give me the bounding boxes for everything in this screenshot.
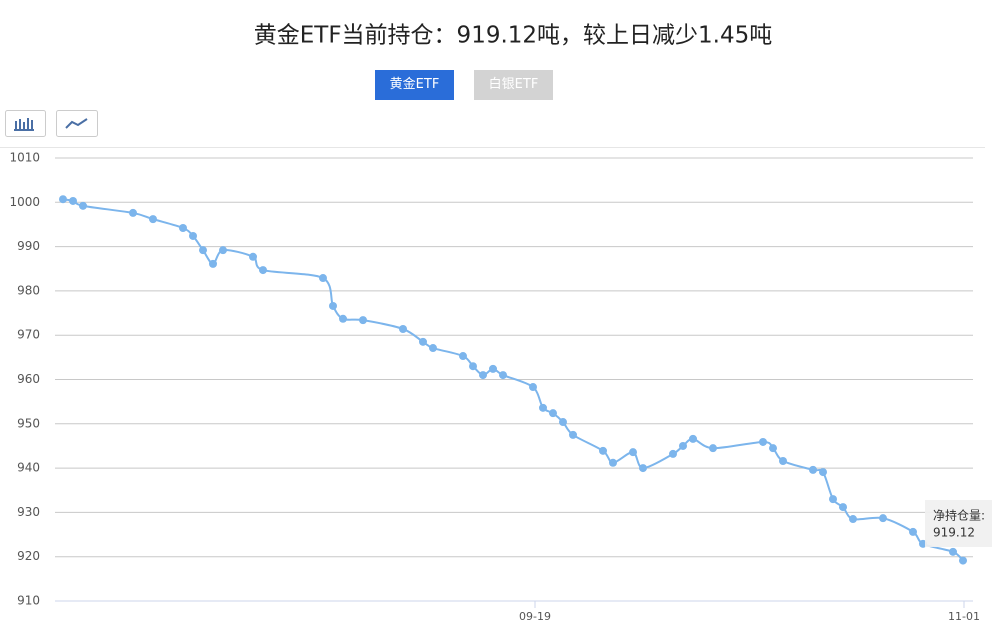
point (209, 259, 217, 268)
tooltip-value: 919.12 (933, 526, 975, 540)
point (539, 403, 547, 412)
y-tick-label: 940 (17, 461, 40, 475)
tab-silver[interactable]: 白银ETF (474, 70, 553, 100)
point (479, 371, 487, 380)
point (609, 458, 617, 467)
point (189, 231, 197, 240)
y-tick-label: 990 (17, 239, 40, 253)
point (689, 434, 697, 443)
bar-icon-button[interactable] (5, 110, 46, 137)
point (819, 468, 827, 477)
point (69, 196, 77, 205)
point (709, 444, 717, 453)
point (129, 208, 137, 217)
point (879, 514, 887, 523)
point (629, 448, 637, 457)
y-tick-label: 1010 (9, 151, 40, 165)
point (249, 252, 257, 261)
y-tick-label: 1000 (9, 195, 40, 209)
chart-title: 黄金ETF当前持仓：919.12吨，较上日减少1.45吨 (254, 23, 773, 49)
x-tick-label: 09-19 (519, 610, 551, 623)
y-tick-label: 960 (17, 372, 40, 386)
point (419, 337, 427, 346)
tab-gold[interactable]: 黄金ETF (375, 70, 454, 100)
point (259, 266, 267, 275)
point (399, 324, 407, 333)
point (529, 383, 537, 392)
point (149, 215, 157, 224)
point (639, 464, 647, 473)
point (219, 246, 227, 255)
y-tick-label: 920 (17, 549, 40, 563)
y-tick-label: 980 (17, 283, 40, 297)
y-tick-label: 930 (17, 505, 40, 519)
point (339, 314, 347, 323)
point (199, 246, 207, 255)
tooltip-label: 净持仓量: (933, 508, 985, 523)
point (569, 430, 577, 439)
point (179, 223, 187, 232)
point (949, 547, 957, 556)
point (59, 195, 67, 204)
point (429, 344, 437, 353)
y-tick-label: 910 (17, 594, 40, 608)
point (499, 371, 507, 380)
point (459, 352, 467, 361)
point (679, 441, 687, 450)
point (809, 465, 817, 474)
point (909, 527, 917, 536)
point (359, 316, 367, 325)
point (599, 446, 607, 455)
line-icon-button[interactable] (56, 110, 98, 137)
point (759, 437, 767, 446)
point (769, 444, 777, 453)
point (839, 503, 847, 512)
y-tick-label: 970 (17, 328, 40, 342)
point (79, 201, 87, 210)
x-tick-label: 11-01 (948, 610, 980, 623)
point (669, 449, 677, 458)
point (319, 274, 327, 283)
point (779, 457, 787, 466)
point (329, 301, 337, 310)
point (959, 556, 967, 565)
point (489, 364, 497, 373)
tooltip-box (925, 500, 992, 547)
point (559, 418, 567, 427)
point (829, 495, 837, 504)
tooltip: 净持仓量: 919.12 (925, 500, 992, 547)
y-tick-label: 950 (17, 416, 40, 430)
point (469, 362, 477, 371)
point (549, 409, 557, 418)
point (849, 515, 857, 524)
